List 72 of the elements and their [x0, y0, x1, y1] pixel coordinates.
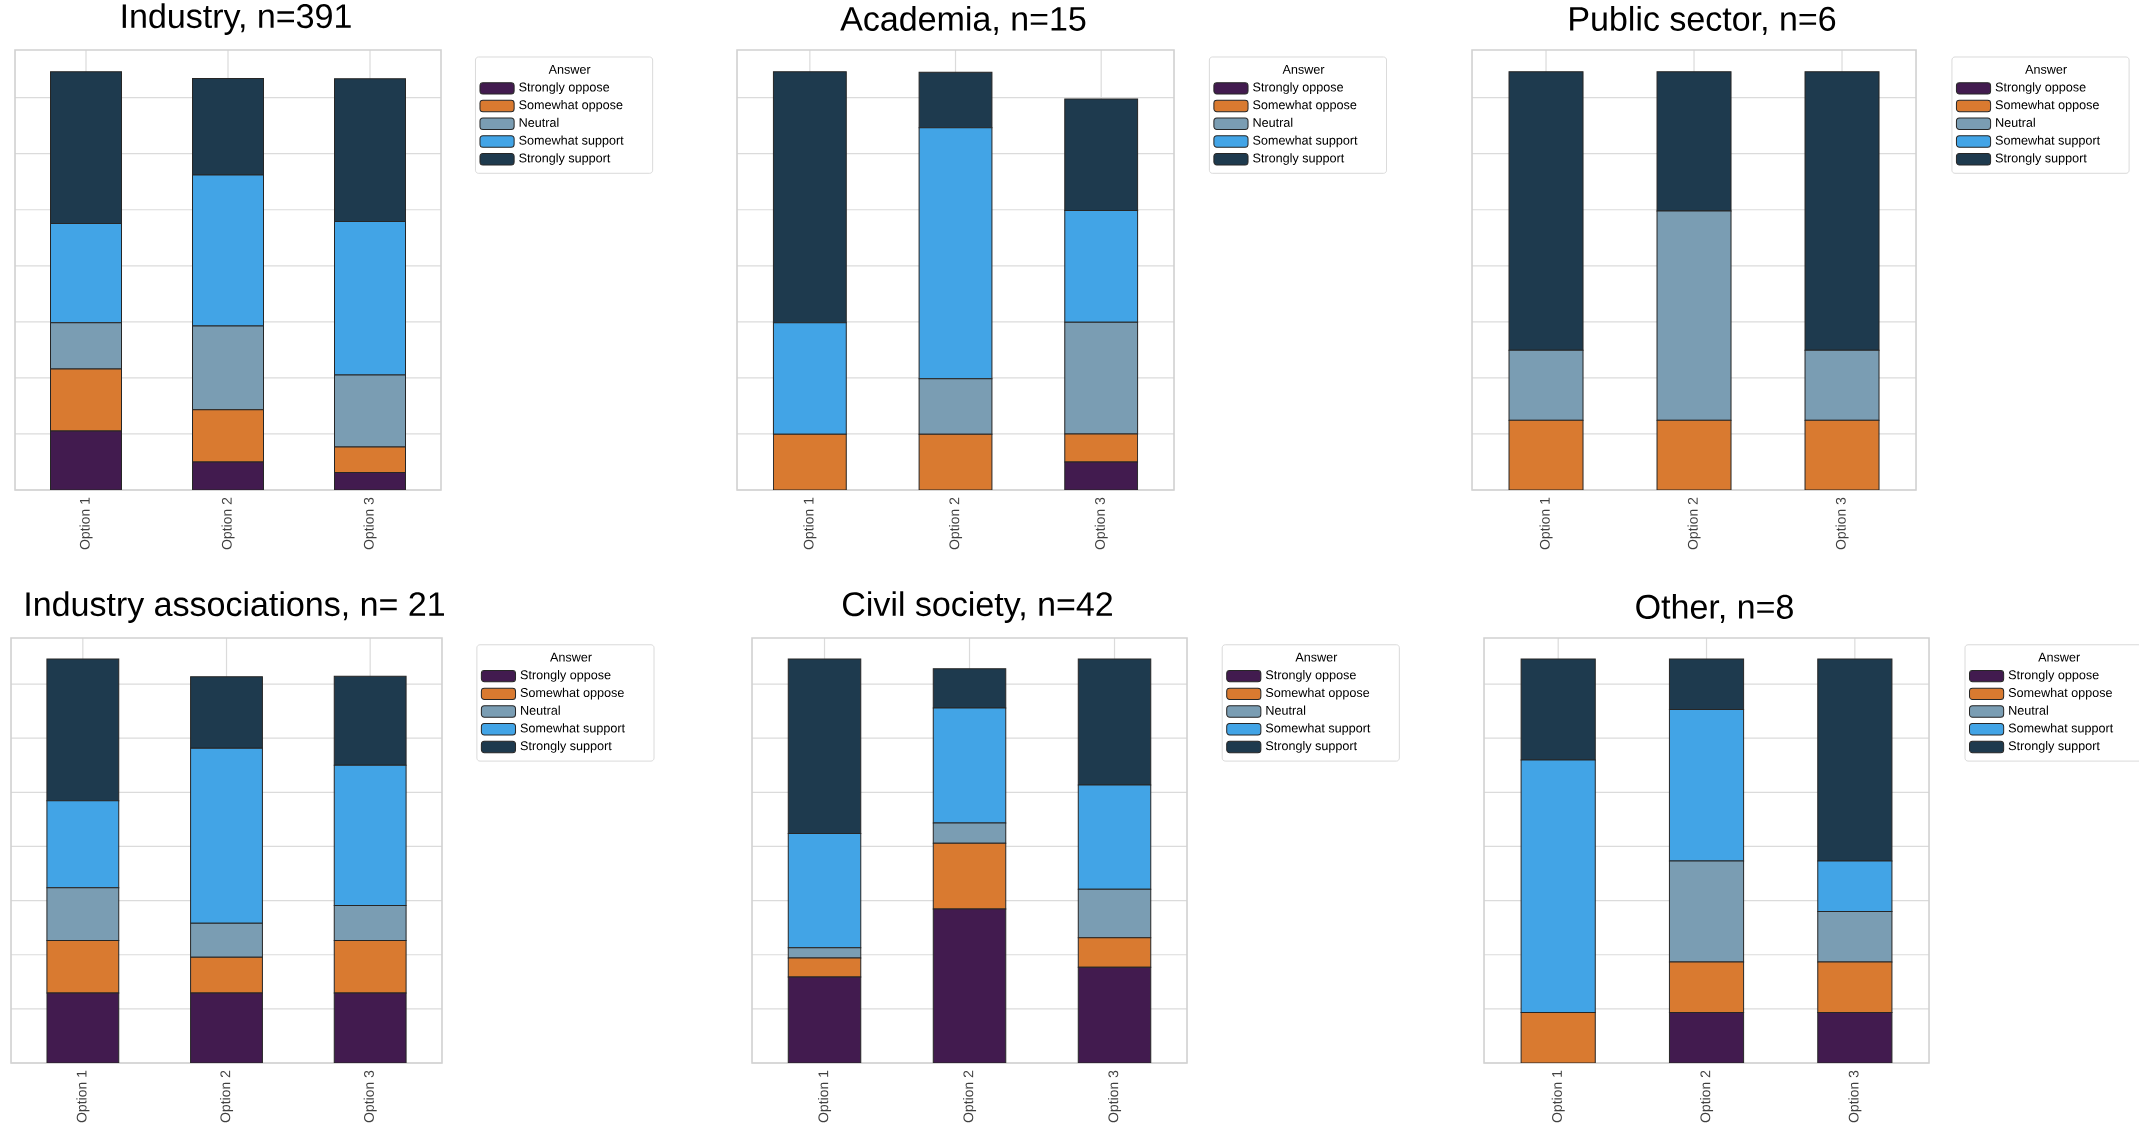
legend-label: Neutral — [521, 705, 560, 715]
legend-label: Somewhat oppose — [519, 99, 623, 112]
bar — [772, 433, 847, 490]
x-tick-label: Option 1 — [1551, 1070, 1565, 1123]
x-tick-label: Option 2 — [221, 497, 235, 550]
x-tick-label: Option 2 — [1687, 497, 1701, 550]
legend-title: Answer — [548, 64, 591, 74]
x-tick-label: Option 1 — [76, 1070, 90, 1123]
chart-title: Industry associations, n= 21 — [26, 591, 444, 623]
legend-label: Somewhat support — [2008, 723, 2114, 735]
legend-label: Neutral — [1266, 705, 1306, 715]
x-tick-label: Option 2 — [219, 1070, 234, 1123]
legend-label: Somewhat support — [1265, 723, 1371, 735]
x-tick-label: Option 3 — [363, 497, 377, 550]
legend-label: Strongly support — [1265, 740, 1357, 753]
bar — [1668, 961, 1745, 1013]
legend-label: Neutral — [519, 117, 559, 127]
x-tick-label: Option 3 — [1108, 1070, 1122, 1123]
bar — [1520, 1012, 1596, 1063]
bar — [918, 433, 993, 490]
legend-title: Answer — [2038, 652, 2080, 662]
legend-label: Somewhat oppose — [1265, 687, 1370, 700]
legend-label: Strongly oppose — [1253, 82, 1344, 94]
legend-label: Strongly support — [519, 153, 611, 165]
chart-title: Academia, n=15 — [840, 5, 1086, 35]
legend-label: Somewhat support — [519, 135, 624, 148]
legend-label: Strongly oppose — [519, 82, 610, 94]
x-tick-label: Option 1 — [79, 497, 93, 550]
legend-label: Neutral — [2009, 705, 2048, 715]
x-tick-label: Option 3 — [1094, 497, 1108, 550]
legend-label: Strongly support — [2008, 740, 2100, 753]
chart-title: Civil society, n=42 — [843, 591, 1112, 623]
legend-label: Neutral — [1253, 117, 1293, 127]
x-tick-label: Option 2 — [949, 497, 963, 550]
legend-title: Answer — [2025, 64, 2067, 74]
bar — [334, 471, 406, 490]
bar — [1804, 419, 1880, 490]
x-tick-label: Option 1 — [818, 1070, 832, 1123]
legend-label: Strongly oppose — [2008, 670, 2099, 682]
bar — [50, 430, 122, 490]
legend-label: Somewhat support — [1995, 135, 2101, 148]
chart-title: Industry, n=391 — [122, 3, 351, 35]
legend-label: Strongly support — [520, 740, 612, 753]
chart-title: Other, n=8 — [1636, 593, 1793, 623]
x-tick-label: Option 2 — [1700, 1070, 1714, 1123]
legend-label: Strongly oppose — [1265, 670, 1356, 682]
bar — [1656, 419, 1732, 490]
bar — [1508, 419, 1584, 490]
legend-title: Answer — [1282, 64, 1325, 74]
bar — [1064, 433, 1139, 463]
legend-label: Somewhat support — [1253, 135, 1358, 148]
x-tick-label: Option 3 — [1848, 1070, 1862, 1123]
x-tick-label: Option 2 — [963, 1070, 977, 1123]
legend-label: Somewhat oppose — [520, 687, 624, 700]
x-tick-label: Option 1 — [803, 497, 817, 550]
legend-label: Strongly support — [1995, 153, 2087, 165]
bar — [1817, 961, 1893, 1013]
legend-title: Answer — [1295, 652, 1338, 662]
legend-label: Somewhat oppose — [1253, 99, 1357, 112]
x-tick-label: Option 3 — [363, 1070, 377, 1123]
legend-label: Somewhat support — [520, 723, 625, 735]
legend-label: Strongly support — [1253, 153, 1345, 165]
legend-label: Strongly oppose — [1995, 82, 2086, 94]
legend-label: Neutral — [1996, 117, 2035, 127]
bar — [192, 461, 264, 490]
legend-title: Answer — [550, 652, 592, 662]
x-tick-label: Option 1 — [1539, 497, 1553, 550]
legend-label: Somewhat oppose — [2008, 687, 2112, 700]
chart-title: Public sector, n=6 — [1570, 5, 1836, 35]
legend-label: Somewhat oppose — [1995, 99, 2099, 112]
x-tick-label: Option 3 — [1835, 497, 1849, 550]
legend-label: Strongly oppose — [520, 670, 611, 682]
